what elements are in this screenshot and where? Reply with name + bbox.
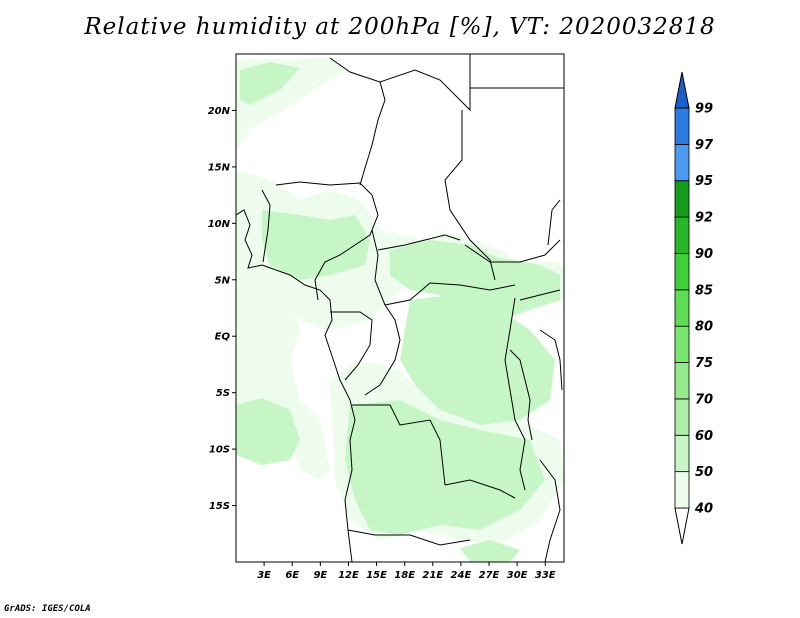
- border-gabon: [330, 311, 373, 381]
- shade-core-sahel: [240, 62, 300, 105]
- lon-tick-label: 30E: [507, 570, 528, 581]
- colorbar-label: 97: [695, 138, 714, 153]
- humidity-shading: [236, 58, 564, 562]
- shade-region-atlantic: [236, 290, 330, 480]
- lat-tick-label: 10S: [209, 445, 230, 456]
- lat-tick-label: 15N: [208, 162, 231, 173]
- colorbar-label: 70: [695, 392, 713, 407]
- colorbar: 40 50 60 70 75 80 85 90 92 95 97 99: [674, 71, 714, 545]
- border-sudan-ssudan: [464, 239, 561, 263]
- lon-tick-label: 9E: [313, 570, 327, 581]
- colorbar-segment: [674, 216, 690, 254]
- grads-credit: GrADS: IGES/COLA: [4, 604, 91, 614]
- colorbar-label: 90: [695, 247, 713, 262]
- colorbar-lower-triangle: [674, 507, 690, 545]
- border-tanzania: [539, 329, 563, 391]
- colorbar-segment: [674, 107, 690, 145]
- colorbar-label: 92: [695, 211, 713, 226]
- colorbar-segment: [674, 143, 690, 182]
- lon-tick-label: 12E: [338, 570, 359, 581]
- border-congo-drc: [364, 304, 401, 396]
- border-uganda-kenya: [519, 289, 561, 301]
- border-algeria-niger: [329, 57, 386, 186]
- colorbar-label: 60: [695, 429, 713, 444]
- map-frame: [235, 53, 565, 563]
- colorbar-segment: [674, 253, 690, 291]
- colorbar-label: 50: [695, 465, 713, 480]
- shade-core-westafrica: [262, 210, 370, 280]
- colorbar-label: 75: [695, 356, 713, 371]
- border-niger-nigeria: [275, 181, 379, 216]
- shade-core-congo: [400, 295, 555, 425]
- shade-core-angola: [345, 400, 545, 535]
- border-drc-angola: [352, 404, 446, 486]
- colorbar-segment: [674, 362, 690, 400]
- colorbar-label: 85: [695, 283, 713, 298]
- border-chad-sudan: [444, 110, 496, 281]
- lon-tick-label: 24E: [451, 570, 472, 581]
- lat-tick-label: 10N: [208, 219, 231, 230]
- border-mozambique: [539, 459, 561, 562]
- border-car-drc: [384, 282, 516, 306]
- border-ethiopia: [547, 199, 561, 246]
- chart-title: Relative humidity at 200hPa [%], VT: 202…: [84, 14, 716, 40]
- border-cameroon-car: [371, 229, 386, 306]
- colorbar-segment: [674, 398, 690, 436]
- colorbar-segment: [674, 434, 690, 473]
- longitude-axis: 3E 6E 9E 12E 15E 18E 21E 24E 27E 30E 33E: [257, 562, 556, 581]
- colorbar-label: 80: [695, 320, 713, 335]
- border-westafrica-1: [261, 189, 271, 263]
- lat-tick-label: 20N: [208, 106, 231, 117]
- latitude-axis: 20N 15N 10N 5N EQ 5S 10S 15S: [208, 106, 236, 512]
- colorbar-segment: [674, 471, 690, 509]
- country-borders: [236, 54, 564, 562]
- colorbar-label: 99: [695, 102, 713, 117]
- border-drc-east: [504, 297, 526, 491]
- border-nigeria-cameroon: [314, 214, 379, 301]
- colorbar-segment: [674, 289, 690, 327]
- lat-tick-label: 15S: [209, 501, 230, 512]
- lon-tick-label: 21E: [422, 570, 443, 581]
- border-angola-zambia: [444, 479, 516, 499]
- border-car-chad: [377, 234, 461, 251]
- lat-tick-label: EQ: [215, 332, 231, 343]
- colorbar-upper-triangle: [674, 71, 690, 109]
- border-lakes: [509, 349, 533, 441]
- lon-tick-label: 27E: [479, 570, 500, 581]
- colorbar-segment: [674, 325, 690, 363]
- coastline-west: [236, 209, 356, 562]
- lat-tick-label: 5N: [215, 275, 231, 286]
- colorbar-label: 40: [694, 502, 713, 517]
- shade-core-central: [390, 240, 560, 320]
- lon-tick-label: 6E: [285, 570, 299, 581]
- shade-core-ocean: [236, 398, 300, 465]
- colorbar-label: 95: [695, 174, 713, 189]
- lat-tick-label: 5S: [216, 388, 230, 399]
- border-angola-namibia: [347, 529, 471, 546]
- lon-tick-label: 3E: [257, 570, 271, 581]
- lon-tick-label: 33E: [535, 570, 556, 581]
- colorbar-segment: [674, 180, 690, 218]
- shade-core-easthorn: [460, 540, 520, 562]
- lon-tick-label: 18E: [394, 570, 415, 581]
- lon-tick-label: 15E: [366, 570, 387, 581]
- border-libya-chad: [379, 54, 471, 112]
